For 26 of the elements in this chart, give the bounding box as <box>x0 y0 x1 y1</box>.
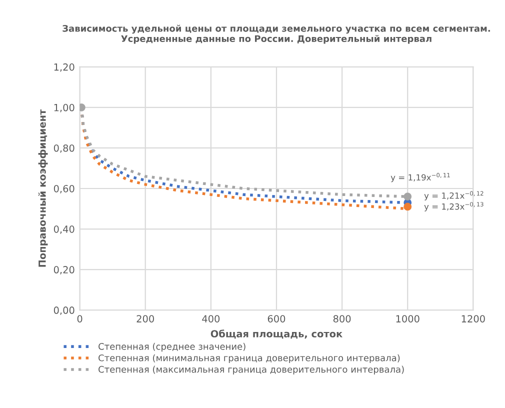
x-axis-title: Общая площадь, соток <box>210 330 342 339</box>
y-tick-label: 1,00 <box>54 104 74 112</box>
y-tick-label: 1,20 <box>54 63 74 72</box>
legend-label: Степенная (минимальная граница доверительного интервала) <box>98 354 400 364</box>
point <box>404 192 412 201</box>
annotation: y = 1,21x$^{−0,12}$ <box>424 191 484 200</box>
chart-title: Зависимость удельной цены от площади земельного участка по всем сегментам. Усредненные данные по России. Доверительный интервал <box>62 24 490 44</box>
x-tick-label: 1000 <box>396 315 420 322</box>
x-tick-label: 400 <box>202 315 220 322</box>
point <box>80 103 86 112</box>
x-tick-label: 0 <box>77 315 82 322</box>
y-tick-label: 0,20 <box>54 266 74 274</box>
legend-label: Степенная (максимальная граница доверительного интервала) <box>98 366 404 374</box>
y-tick-label: 0,00 <box>54 306 74 315</box>
x-tick-label: 200 <box>136 315 154 322</box>
x-tick-label: 800 <box>333 315 351 322</box>
legend-label: Степенная (среднее значение) <box>98 342 246 352</box>
y-tick-label: 0,80 <box>54 144 74 153</box>
point <box>404 202 412 211</box>
x-tick-label: 1200 <box>462 315 485 322</box>
y-tick-label: 0,40 <box>54 226 74 234</box>
y-axis-title: Поправочный коэффициент <box>38 109 48 267</box>
annotation: y = 1,23x$^{−0,13}$ <box>424 202 484 212</box>
x-tick-label: 600 <box>268 315 286 322</box>
annotation: y = 1,19x$^{−0,11}$ <box>390 172 450 182</box>
y-tick-label: 0,60 <box>54 184 74 194</box>
